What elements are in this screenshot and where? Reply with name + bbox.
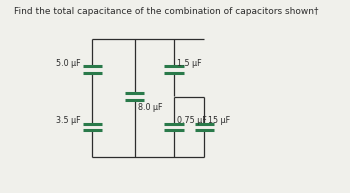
Text: 0.75 μF: 0.75 μF bbox=[177, 116, 207, 125]
Text: 1.5 μF: 1.5 μF bbox=[177, 59, 202, 68]
Text: Find the total capacitance of the combination of capacitors shown†: Find the total capacitance of the combin… bbox=[14, 7, 318, 16]
Text: 8.0 μF: 8.0 μF bbox=[138, 103, 162, 112]
Text: 15 μF: 15 μF bbox=[208, 116, 230, 125]
Text: 5.0 μF: 5.0 μF bbox=[56, 59, 80, 68]
Text: 3.5 μF: 3.5 μF bbox=[56, 116, 80, 125]
